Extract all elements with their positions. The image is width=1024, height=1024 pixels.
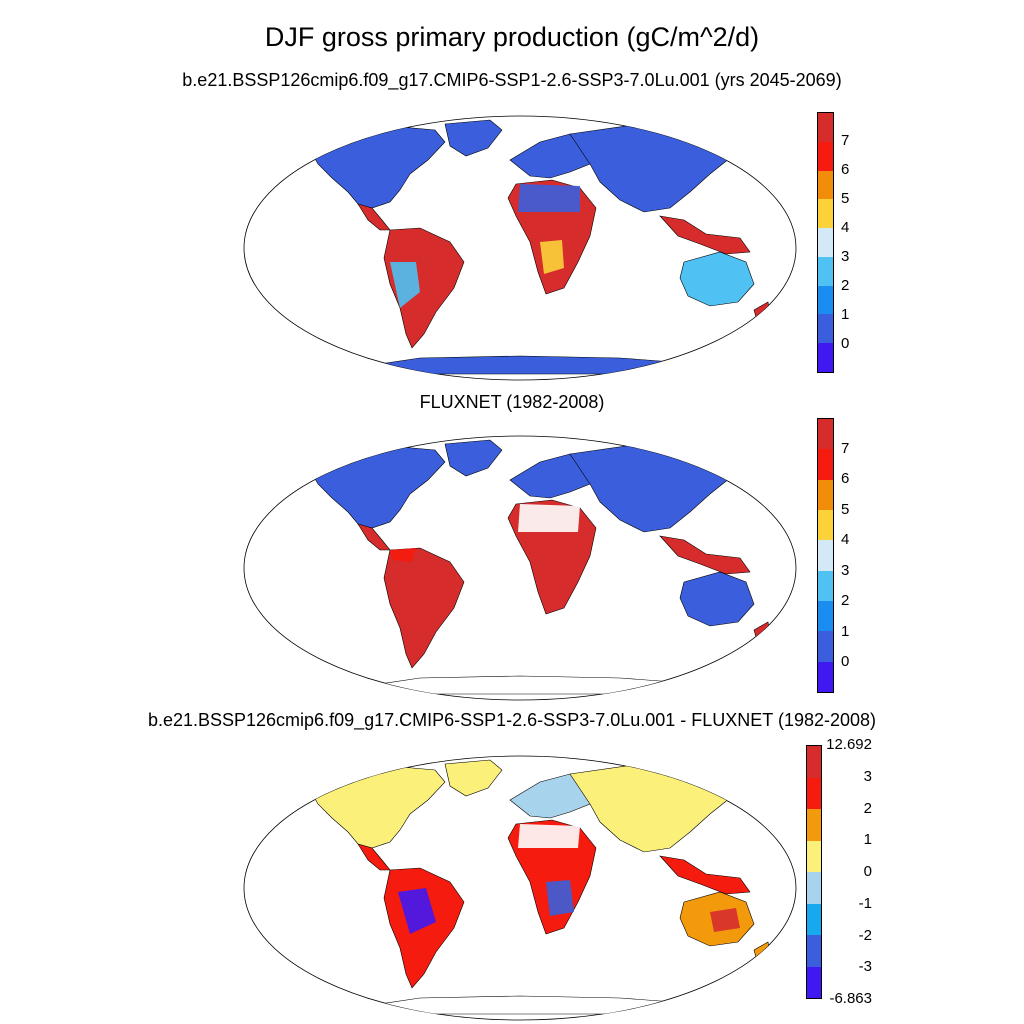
value-region — [390, 548, 416, 562]
colorbar-swatch — [818, 141, 833, 171]
land-northAmerica — [309, 445, 446, 529]
colorbar-tick-label: 6 — [841, 470, 850, 488]
colorbar-swatch — [818, 631, 833, 662]
colorbar-tick-label: 6 — [841, 161, 850, 178]
colorbar-tick-label: -2 — [858, 926, 872, 944]
land-southAmerica — [383, 547, 465, 669]
colorbar-tick-label: 2 — [863, 799, 872, 817]
panel-1-title: b.e21.BSSP126cmip6.f09_g17.CMIP6-SSP1-2.… — [182, 70, 842, 90]
colorbar-swatch — [807, 966, 821, 998]
colorbar-tick-label: 7 — [841, 439, 850, 457]
colorbar-tick-label: 3 — [841, 248, 850, 265]
value-region — [546, 880, 574, 916]
colorbar-swatch — [807, 746, 821, 778]
colorbar-tick-label: 3 — [841, 561, 850, 579]
colorbar-swatch — [818, 228, 833, 257]
land-australia — [679, 571, 755, 627]
colorbar-swatch — [818, 509, 833, 541]
colorbar-swatch — [818, 661, 833, 692]
colorbar-swatch — [818, 343, 833, 372]
land-northAmerica — [309, 125, 446, 209]
panel-2-colorbar — [817, 418, 834, 693]
colorbar-tick-label: -6.863 — [829, 990, 872, 1007]
land-seAsia — [659, 535, 751, 575]
colorbar-swatch — [818, 479, 833, 510]
colorbar-tick-label: -1 — [858, 894, 872, 912]
colorbar-swatch — [807, 903, 821, 935]
land-northAmerica — [309, 765, 446, 849]
land-antarctica — [299, 675, 741, 695]
colorbar-swatch — [818, 540, 833, 571]
difference-gpp-map — [243, 755, 797, 1021]
colorbar-tick-label: 1 — [863, 831, 872, 849]
land-southAmerica — [383, 227, 465, 349]
colorbar-swatch — [807, 777, 821, 809]
panel-1-colorbar — [817, 112, 834, 373]
colorbar-tick-label: 0 — [841, 653, 850, 671]
value-region — [398, 888, 436, 934]
value-region — [540, 240, 564, 274]
colorbar-swatch — [807, 809, 821, 841]
colorbar-swatch — [818, 170, 833, 200]
colorbar-tick-label: 2 — [841, 592, 850, 610]
colorbar-tick-label: 4 — [841, 531, 850, 549]
value-region — [518, 824, 580, 848]
value-region — [518, 504, 580, 532]
colorbar-swatch — [818, 314, 833, 344]
land-antarctica — [299, 995, 741, 1015]
land-australia — [679, 251, 755, 307]
figure-title: DJF gross primary production (gC/m^2/d) — [264, 22, 760, 52]
land-greenland — [444, 439, 503, 477]
panel-3-colorbar — [806, 745, 822, 999]
colorbar-swatch — [818, 570, 833, 601]
panel-3-title: b.e21.BSSP126cmip6.f09_g17.CMIP6-SSP1-2.… — [147, 710, 877, 730]
land-seAsia — [659, 215, 751, 255]
colorbar-tick-label: 1 — [841, 622, 850, 640]
colorbar-tick-label: 0 — [863, 863, 872, 880]
value-region — [518, 184, 580, 212]
colorbar-tick-label: 0 — [841, 335, 850, 352]
colorbar-tick-label: 5 — [841, 190, 850, 207]
land-seAsia — [659, 855, 751, 895]
colorbar-tick-label: 3 — [863, 767, 872, 785]
land-africa — [507, 819, 597, 935]
colorbar-swatch — [818, 449, 833, 480]
value-region — [710, 908, 740, 932]
colorbar-swatch — [807, 872, 821, 904]
colorbar-tick-label: 2 — [841, 277, 850, 294]
colorbar-swatch — [818, 256, 833, 286]
colorbar-swatch — [807, 935, 821, 967]
land-greenland — [444, 759, 503, 797]
panel-2-title: FLUXNET (1982-2008) — [419, 392, 605, 412]
colorbar-swatch — [818, 113, 833, 142]
value-region — [390, 262, 420, 308]
colorbar-tick-label: 7 — [841, 132, 850, 149]
land-greenland — [444, 119, 503, 157]
colorbar-swatch — [818, 199, 833, 229]
colorbar-swatch — [818, 419, 833, 450]
colorbar-swatch — [807, 840, 821, 872]
colorbar-swatch — [818, 285, 833, 315]
fluxnet-gpp-map — [243, 435, 797, 701]
colorbar-tick-label: 4 — [841, 219, 850, 236]
colorbar-swatch — [818, 600, 833, 632]
model-gpp-map — [243, 115, 797, 381]
colorbar-tick-label: -3 — [858, 958, 872, 976]
colorbar-tick-label: 5 — [841, 500, 850, 518]
land-antarctica — [299, 355, 741, 375]
colorbar-tick-label: 12.692 — [826, 736, 872, 753]
colorbar-tick-label: 1 — [841, 306, 850, 323]
